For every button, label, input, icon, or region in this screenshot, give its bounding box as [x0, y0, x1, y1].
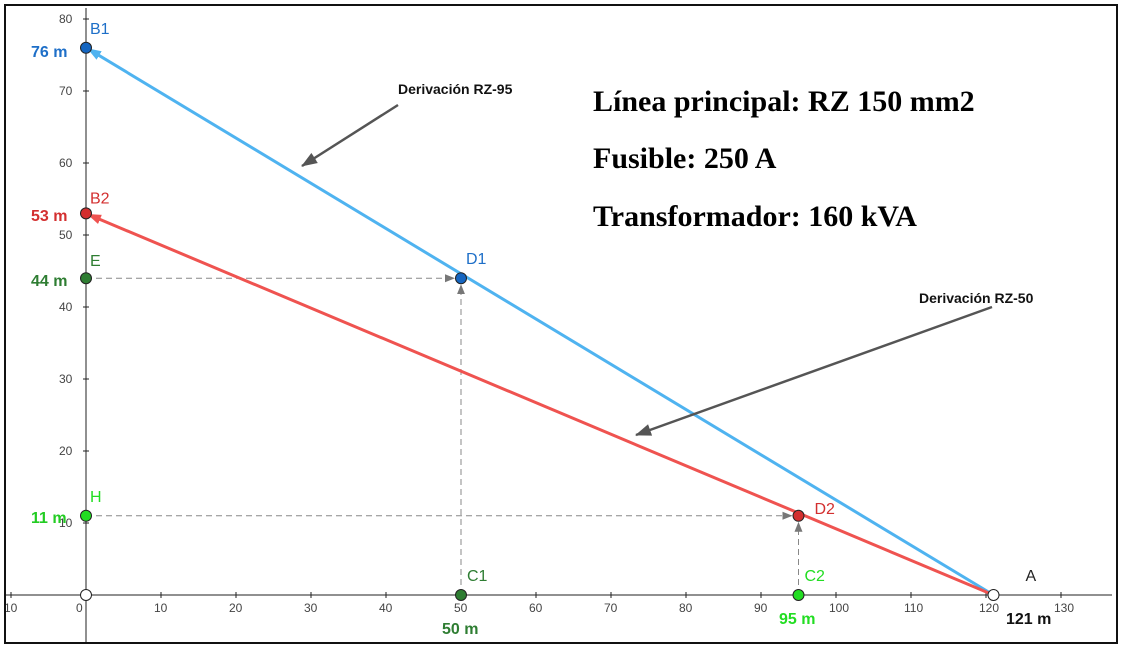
- value-label-b2: 53 m: [31, 208, 67, 225]
- series-line-a-b2: [87, 213, 995, 597]
- value-label-h: 11 m: [31, 510, 67, 527]
- axis-ticks: 10 0 10 20 30 40 50 60 70 80 90 100 110 120 1301020304…: [4, 12, 1074, 615]
- x-tick-label: 120: [979, 601, 999, 615]
- x-tick-label: 10: [154, 601, 168, 615]
- x-tick-label: 80: [679, 601, 693, 615]
- point-b2: [80, 207, 92, 220]
- x-tick-label: 40: [379, 601, 393, 615]
- series-lines: [87, 47, 995, 597]
- point-label-h: H: [90, 489, 102, 506]
- y-tick-label: 70: [59, 84, 73, 98]
- points-layer: A B1 B2 C1 C2 D1 D2 E H: [80, 21, 1037, 601]
- y-tick-label: 50: [59, 228, 73, 242]
- x-tick-label: 100: [829, 601, 849, 615]
- x-tick-label: 90: [754, 601, 768, 615]
- point-label-d1: D1: [466, 251, 487, 268]
- value-label-c2: 95 m: [779, 611, 815, 628]
- y-tick-label: 30: [59, 372, 73, 386]
- point-e: [80, 272, 92, 285]
- value-label-a: 121 m: [1006, 611, 1051, 628]
- info-linea-principal: Línea principal: RZ 150 mm2: [593, 85, 975, 118]
- point-d2: [792, 509, 805, 522]
- x-tick-label: 60: [529, 601, 543, 615]
- point-label-c2: C2: [805, 568, 826, 585]
- point-c1: [455, 589, 467, 601]
- value-label-c1: 50 m: [442, 621, 478, 638]
- point-label-d2: D2: [815, 501, 836, 518]
- point-label-b2: B2: [90, 190, 110, 207]
- annotation-rz50: Derivación RZ-50: [919, 290, 1034, 306]
- value-label-b1: 76 m: [31, 44, 67, 61]
- x-tick-label: 70: [604, 601, 618, 615]
- point-c2: [792, 589, 805, 601]
- point-d1: [455, 272, 467, 285]
- point-label-b1: B1: [90, 21, 110, 38]
- x-tick-label: 130: [1054, 601, 1074, 615]
- y-tick-label: 60: [59, 156, 73, 170]
- x-tick-label: 50: [454, 601, 468, 615]
- annotation-rz95: Derivación RZ-95: [398, 81, 513, 97]
- info-fusible: Fusible: 250 A: [593, 142, 777, 175]
- x-tick-label: 10: [4, 601, 18, 615]
- annotation-arrow-rz50: [635, 305, 993, 437]
- series-line-a-b1: [87, 47, 995, 597]
- y-tick-label: 80: [59, 12, 73, 26]
- y-tick-label: 20: [59, 444, 73, 458]
- info-transformador: Transformador: 160 kVA: [593, 200, 917, 233]
- value-label-e: 44 m: [31, 273, 67, 290]
- point-label-c1: C1: [467, 568, 488, 585]
- x-tick-label: 0: [76, 601, 83, 615]
- y-tick-label: 40: [59, 300, 73, 314]
- point-a: [987, 589, 1000, 601]
- annotation-arrow-rz95: [301, 103, 399, 168]
- point-h: [80, 509, 92, 522]
- point-label-e: E: [90, 253, 101, 270]
- x-tick-label: 20: [229, 601, 243, 615]
- point-label-a: A: [1026, 568, 1037, 585]
- x-tick-label: 30: [304, 601, 318, 615]
- point-o: [80, 589, 92, 601]
- x-tick-label: 110: [904, 601, 923, 615]
- point-b1: [80, 41, 92, 54]
- y-tick-label: 10: [59, 516, 73, 530]
- projection-lines: [86, 274, 803, 595]
